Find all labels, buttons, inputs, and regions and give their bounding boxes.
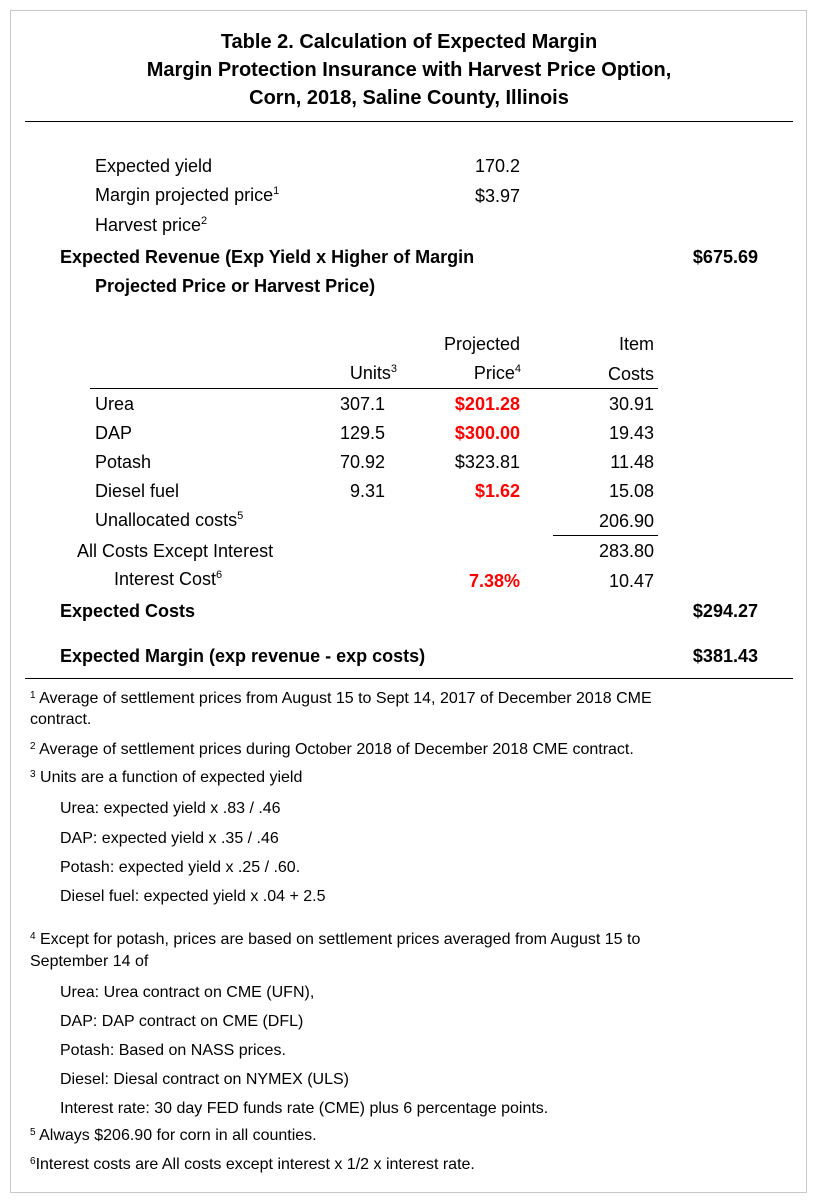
footnote-1-cont: contract. [30, 711, 92, 728]
expected-revenue-label: Expected Revenue (Exp Yield x Higher of … [60, 247, 475, 267]
row-units: 307.1 [339, 394, 385, 414]
footnote-ref: 4 [514, 363, 521, 375]
row-cost: 19.43 [608, 423, 654, 443]
footnote-number: 1 [30, 690, 36, 701]
footnote-1: 1 Average of settlement prices from Augu… [30, 688, 652, 709]
all-costs-label: All Costs Except Interest [77, 541, 274, 561]
footnote-text: Except for potash, prices are based on s… [35, 931, 641, 948]
row-price: $1.62 [474, 481, 520, 501]
margin-price-text: Margin projected price [95, 185, 274, 205]
footnote-ref: 3 [390, 363, 397, 375]
row-item: Potash [95, 452, 152, 472]
footnote-number: 2 [30, 741, 36, 752]
document-frame [10, 10, 807, 1193]
header-price-text: Price [473, 363, 515, 383]
footnote-3: 3 Units are a function of expected yield [30, 767, 302, 788]
row-item: Diesel fuel [95, 481, 180, 501]
footnote-4: 4 Except for potash, prices are based on… [30, 929, 640, 950]
interest-rate: 7.38% [468, 571, 520, 591]
footnote-ref: 5 [237, 510, 244, 522]
footnote-4-cont: September 14 of [30, 953, 149, 970]
expected-yield-label: Expected yield [95, 156, 213, 176]
row-units: 9.31 [349, 481, 385, 501]
footnote-4-item: Potash: Based on NASS prices. [60, 1042, 286, 1059]
header-units: Units3 [350, 362, 397, 384]
table-subtitle-location: Corn, 2018, Saline County, Illinois [249, 87, 569, 109]
expected-margin-value: $381.43 [692, 646, 758, 666]
subtotal-divider [553, 535, 658, 536]
footnote-3-item: Urea: expected yield x .83 / .46 [60, 800, 281, 817]
interest-label: Interest Cost6 [114, 568, 222, 590]
footnote-2: 2 Average of settlement prices during Oc… [30, 739, 634, 760]
row-cost: 11.48 [610, 452, 654, 472]
row-item: DAP [95, 423, 133, 443]
footnote-text: Always $206.90 for corn in all counties. [35, 1127, 317, 1144]
interest-cost: 10.47 [608, 571, 654, 591]
row-units: 129.5 [339, 423, 385, 443]
footnote-5: 5 Always $206.90 for corn in all countie… [30, 1125, 317, 1146]
unallocated-text: Unallocated costs [95, 510, 238, 530]
all-costs-value: 283.80 [598, 541, 654, 561]
header-units-text: Units [349, 363, 391, 383]
footnote-divider [25, 678, 793, 679]
expected-costs-label: Expected Costs [60, 601, 196, 621]
unallocated-cost: 206.90 [598, 511, 654, 531]
unallocated-label: Unallocated costs5 [95, 509, 243, 531]
footnote-ref: 6 [216, 569, 223, 581]
footnote-ref: 1 [273, 185, 280, 197]
table-title: Table 2. Calculation of Expected Margin [220, 31, 598, 53]
footnote-ref: 2 [201, 215, 208, 227]
header-item: Item [618, 334, 654, 354]
footnote-text: Average of settlement prices from August… [35, 690, 652, 707]
header-divider [90, 388, 658, 389]
margin-price-value: $3.97 [474, 186, 520, 206]
title-divider [25, 121, 793, 122]
row-units: 70.92 [339, 452, 385, 472]
expected-costs-value: $294.27 [692, 601, 758, 621]
row-price: $201.28 [454, 394, 520, 414]
harvest-price-text: Harvest price [95, 215, 202, 235]
row-price: $300.00 [454, 423, 520, 443]
harvest-price-label: Harvest price2 [95, 214, 207, 236]
header-price: Price4 [474, 362, 521, 384]
footnote-4-item: Diesel: Diesal contract on NYMEX (ULS) [60, 1071, 349, 1088]
footnote-6: 6Interest costs are All costs except int… [30, 1154, 475, 1175]
footnote-4-item: DAP: DAP contract on CME (DFL) [60, 1013, 304, 1030]
margin-price-label: Margin projected price1 [95, 184, 279, 206]
footnote-text: Units are a function of expected yield [35, 769, 303, 786]
footnote-3-item: DAP: expected yield x .35 / .46 [60, 830, 279, 847]
expected-yield-value: 170.2 [474, 156, 520, 176]
footnote-text: Interest costs are All costs except inte… [35, 1156, 475, 1173]
row-item: Urea [95, 394, 135, 414]
footnote-4-item: Urea: Urea contract on CME (UFN), [60, 984, 315, 1001]
header-projected: Projected [443, 334, 520, 354]
footnote-3-item: Diesel fuel: expected yield x .04 + 2.5 [60, 888, 326, 905]
footnote-number: 3 [30, 769, 36, 780]
expected-margin-label: Expected Margin (exp revenue - exp costs… [60, 646, 426, 666]
table-subtitle: Margin Protection Insurance with Harvest… [146, 59, 672, 81]
footnote-text: Average of settlement prices during Octo… [35, 741, 634, 758]
footnote-4-item: Interest rate: 30 day FED funds rate (CM… [60, 1100, 549, 1117]
header-costs: Costs [607, 364, 654, 384]
interest-text: Interest Cost [114, 569, 217, 589]
expected-revenue-value: $675.69 [692, 247, 758, 267]
row-cost: 15.08 [608, 481, 654, 501]
footnote-number: 6 [30, 1156, 36, 1167]
row-price: $323.81 [454, 452, 520, 472]
row-cost: 30.91 [608, 394, 654, 414]
footnote-number: 5 [30, 1127, 36, 1138]
footnote-3-item: Potash: expected yield x .25 / .60. [60, 859, 301, 876]
expected-revenue-label-cont: Projected Price or Harvest Price) [95, 276, 376, 296]
footnote-number: 4 [30, 931, 36, 942]
